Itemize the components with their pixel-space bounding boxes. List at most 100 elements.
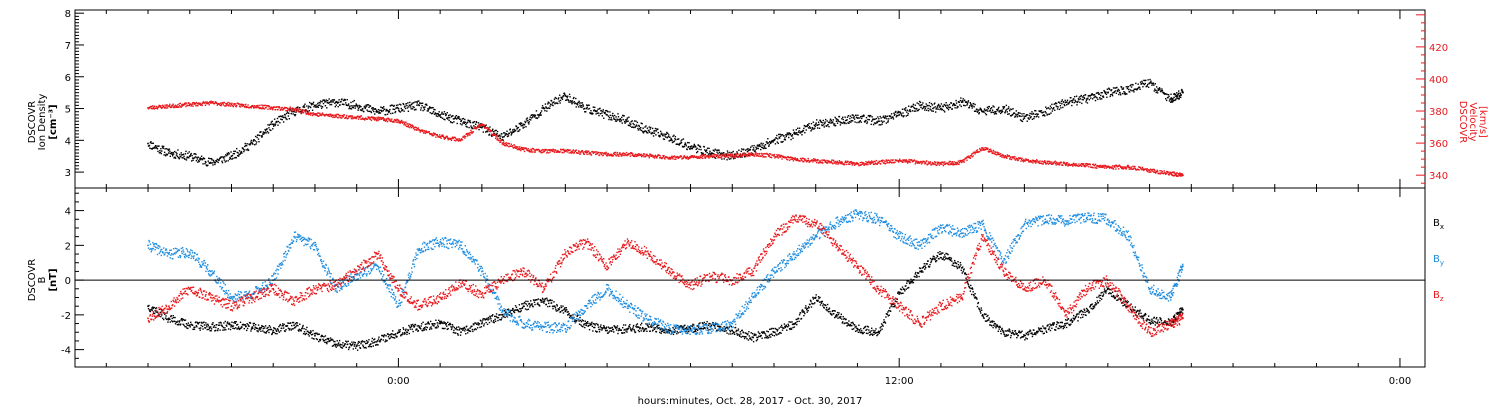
ion-density-dot	[269, 129, 271, 131]
ion-density-dot	[417, 100, 419, 102]
ion-density-dot	[239, 153, 241, 155]
ion-density-dot	[1081, 102, 1083, 105]
ion-density-dot	[456, 122, 458, 125]
ion-density-dot	[789, 133, 792, 135]
velocity-dot	[802, 157, 805, 160]
ion-density-dot	[557, 102, 559, 105]
ion-density-dot	[1105, 93, 1108, 96]
velocity-dot	[1167, 174, 1170, 176]
ion-density-dot	[667, 135, 669, 138]
ion-density-dot	[610, 117, 613, 119]
ion-density-dot	[1048, 113, 1051, 115]
ion-density-dot	[373, 108, 375, 110]
bx-dot	[364, 346, 366, 349]
velocity-dot	[722, 153, 724, 156]
velocity-point	[1148, 169, 1151, 172]
velocity-point	[1107, 166, 1109, 168]
ion-density-dot	[918, 108, 920, 111]
velocity-dot	[980, 149, 982, 151]
velocity-dot	[689, 155, 691, 158]
velocity-dot	[736, 156, 739, 159]
ion-density-dot	[1010, 108, 1013, 111]
velocity-dot	[639, 153, 641, 156]
ion-density-dot	[821, 124, 824, 127]
ion-density-dot	[736, 151, 738, 153]
bx-dot	[373, 339, 375, 341]
ion-density-dot	[352, 106, 355, 109]
ion-density-dot	[568, 101, 570, 103]
ion-density-dot	[242, 148, 245, 150]
bx-dot	[252, 322, 255, 325]
bx-dot	[281, 325, 283, 327]
ion-density-dot	[478, 128, 480, 131]
ion-density-dot	[535, 110, 538, 112]
ion-density-dot	[313, 106, 315, 108]
ion-density-point	[272, 123, 275, 126]
velocity-dot	[451, 137, 453, 140]
velocity-dot	[1054, 160, 1056, 162]
ion-density-dot	[593, 110, 595, 112]
ion-density-dot	[643, 130, 646, 132]
ion-density-dot	[1026, 120, 1028, 122]
ion-density-dot	[1073, 98, 1075, 100]
bx-dot	[316, 338, 319, 341]
ion-density-dot	[650, 132, 653, 135]
ion-density-dot	[211, 159, 213, 161]
ion-density-dot	[1029, 112, 1031, 115]
ion-density-dot	[282, 116, 284, 119]
ion-density-dot	[991, 109, 994, 111]
ion-density-dot	[1051, 110, 1054, 112]
ion-density-dot	[970, 104, 972, 106]
ion-density-dot	[823, 126, 825, 128]
velocity-dot	[1124, 167, 1126, 169]
ion-density-dot	[332, 101, 335, 103]
ion-density-dot	[810, 122, 813, 125]
velocity-dot	[415, 127, 418, 129]
velocity-dot	[729, 154, 732, 157]
ion-density-dot	[205, 161, 207, 164]
bx-dot	[415, 329, 417, 331]
ion-density-dot	[489, 126, 491, 128]
bx-dot	[215, 326, 217, 329]
ion-density-dot	[424, 106, 426, 108]
ion-density-dot	[632, 122, 634, 125]
ion-density-dot	[193, 153, 195, 155]
bx-dot	[282, 325, 284, 327]
bx-dot	[171, 317, 173, 320]
velocity-dot	[728, 155, 731, 157]
velocity-dot	[190, 103, 192, 106]
velocity-dot	[1054, 162, 1057, 165]
bx-dot	[269, 328, 271, 331]
ion-density-dot	[199, 159, 202, 161]
ion-density-dot	[154, 145, 156, 148]
ion-density-dot	[571, 100, 574, 102]
bx-dot	[310, 334, 313, 336]
ion-density-point	[1148, 82, 1151, 84]
ion-density-dot	[886, 118, 888, 120]
velocity-dot	[862, 163, 864, 165]
ion-density-dot	[996, 108, 999, 111]
ion-density-dot	[431, 107, 433, 109]
ion-density-dot	[194, 153, 196, 155]
velocity-dot	[866, 161, 869, 164]
ion-density-dot	[842, 116, 844, 118]
ion-density-dot	[741, 148, 743, 150]
ion-density-dot	[1035, 116, 1037, 118]
bx-dot	[200, 324, 202, 327]
ion-density-dot	[581, 102, 584, 104]
velocity-dot	[994, 153, 997, 155]
bx-dot	[182, 323, 184, 326]
velocity-dot	[708, 155, 711, 157]
velocity-dot	[478, 126, 480, 128]
velocity-dot	[558, 150, 560, 153]
velocity-dot	[883, 162, 885, 164]
ion-density-dot	[593, 109, 595, 111]
velocity-dot	[421, 129, 423, 131]
velocity-dot	[180, 106, 182, 108]
ion-density-dot	[837, 119, 839, 121]
ion-density-dot	[688, 141, 690, 144]
ion-density-dot	[792, 137, 794, 139]
ion-density-dot	[690, 147, 692, 149]
ion-density-dot	[240, 151, 242, 154]
ion-density-dot	[953, 104, 956, 107]
